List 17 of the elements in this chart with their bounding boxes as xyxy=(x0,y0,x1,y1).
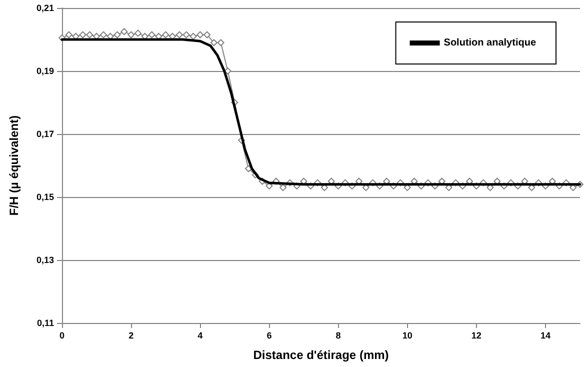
x-tick-label: 4 xyxy=(198,330,203,340)
y-tick-label: 0,15 xyxy=(36,192,54,202)
x-tick-label: 14 xyxy=(540,330,550,340)
x-tick-label: 0 xyxy=(59,330,65,340)
legend-label: Solution analytique xyxy=(444,38,536,48)
y-tick-label: 0,21 xyxy=(36,3,54,13)
y-axis-title: F/H (µ équivalent) xyxy=(7,115,21,216)
y-tick-label: 0,19 xyxy=(36,66,54,76)
x-tick-label: 2 xyxy=(128,330,134,340)
x-tick-label: 8 xyxy=(336,330,341,340)
y-tick-label: 0,11 xyxy=(36,318,54,328)
x-tick-label: 6 xyxy=(266,330,272,340)
y-tick-label: 0,13 xyxy=(36,255,54,265)
x-axis-title: Distance d'étirage (mm) xyxy=(253,348,389,362)
x-tick-label: 10 xyxy=(402,330,412,340)
x-tick-label: 12 xyxy=(471,330,482,340)
y-tick-label: 0,17 xyxy=(36,129,54,139)
